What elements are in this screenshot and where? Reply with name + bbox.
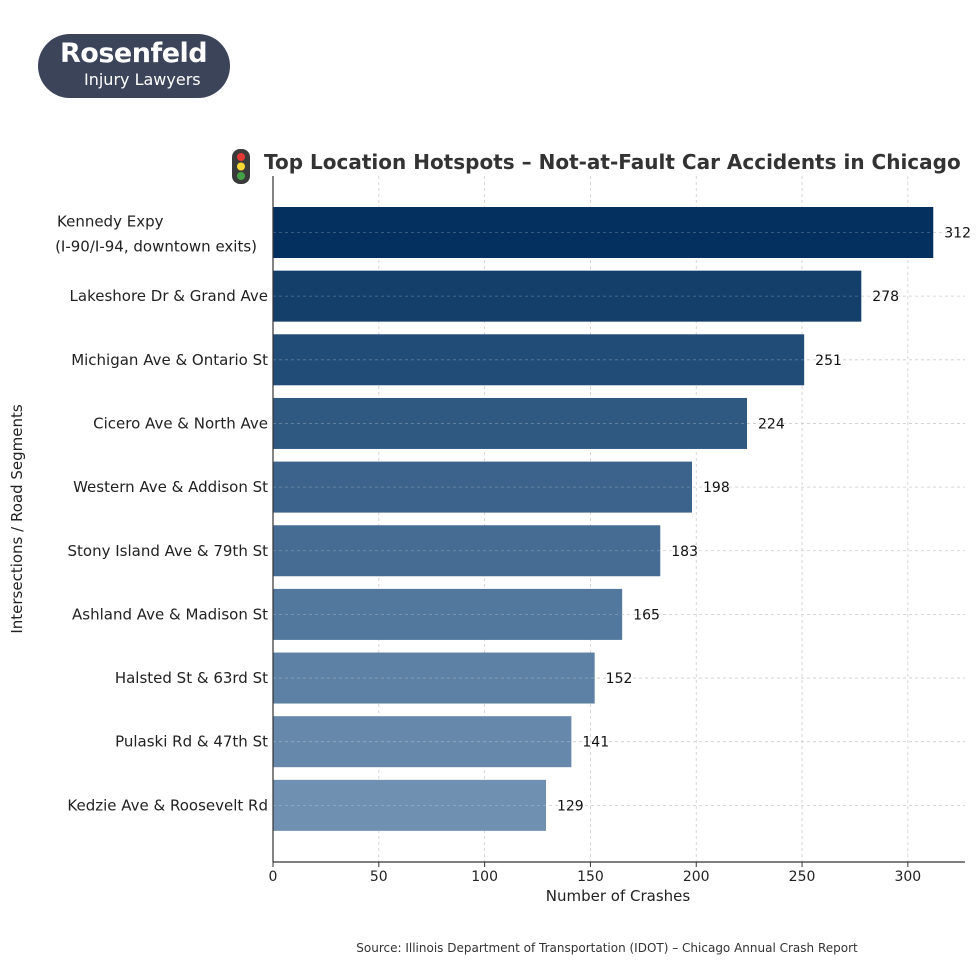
value-label: 198: [703, 480, 730, 496]
traffic-light-icon: [232, 149, 250, 184]
value-label: 129: [557, 798, 584, 814]
value-label: 251: [815, 353, 842, 369]
bar: [273, 397, 748, 449]
category-label: Halsted St & 63rd St: [115, 669, 268, 687]
category-label: Lakeshore Dr & Grand Ave: [70, 287, 268, 305]
category-labels: Kennedy Expy (I-90/I-94, downtown exits) L…: [55, 213, 268, 815]
value-labels: 312 278 251 224 198 183 165 152 141 129: [557, 226, 971, 815]
logo-brand: Rosenfeld: [60, 38, 208, 69]
x-axis-label: Number of Crashes: [546, 887, 691, 905]
x-ticks: 0 50 100 150 200 250 300: [269, 862, 921, 885]
x-tick-label: 0: [269, 869, 278, 885]
x-tick-label: 300: [894, 869, 921, 885]
category-label: Stony Island Ave & 79th St: [68, 542, 269, 560]
value-label: 278: [872, 289, 899, 305]
x-tick-label: 250: [789, 869, 816, 885]
category-label: Michigan Ave & Ontario St: [71, 351, 268, 369]
x-tick-label: 200: [683, 869, 710, 885]
chart-title: Top Location Hotspots – Not-at-Fault Car…: [264, 150, 961, 174]
bar: [273, 334, 805, 386]
category-label: Ashland Ave & Madison St: [72, 605, 268, 623]
category-label-line: Kennedy Expy: [57, 213, 164, 231]
category-label: Kennedy Expy (I-90/I-94, downtown exits): [55, 213, 257, 256]
x-tick-label: 150: [577, 869, 604, 885]
bar: [273, 588, 623, 640]
category-label: Cicero Ave & North Ave: [93, 414, 268, 432]
axes: [272, 176, 965, 863]
value-label: 224: [758, 416, 785, 432]
bar: [273, 652, 595, 704]
category-label: Kedzie Ave & Roosevelt Rd: [67, 796, 268, 814]
bar: [273, 716, 572, 768]
bar: [273, 779, 546, 831]
value-label: 183: [671, 544, 698, 560]
value-label: 165: [633, 607, 660, 623]
y-axis-label: Intersections / Road Segments: [8, 404, 26, 634]
bar: [273, 207, 934, 258]
value-label: 312: [944, 226, 971, 242]
category-label: Western Ave & Addison St: [73, 478, 268, 496]
bar: [273, 525, 661, 577]
value-label: 152: [606, 671, 633, 687]
x-tick-label: 50: [370, 869, 388, 885]
source-note: Source: Illinois Department of Transport…: [356, 941, 858, 955]
value-label: 141: [582, 735, 609, 751]
category-label-line: (I-90/I-94, downtown exits): [55, 238, 257, 256]
x-tick-label: 100: [471, 869, 498, 885]
bars: [273, 207, 934, 831]
bar: [273, 461, 693, 513]
rosenfeld-logo: Rosenfeld Injury Lawyers: [38, 34, 230, 98]
bar: [273, 270, 862, 322]
logo-tagline: Injury Lawyers: [84, 70, 201, 89]
category-label: Pulaski Rd & 47th St: [115, 733, 268, 751]
